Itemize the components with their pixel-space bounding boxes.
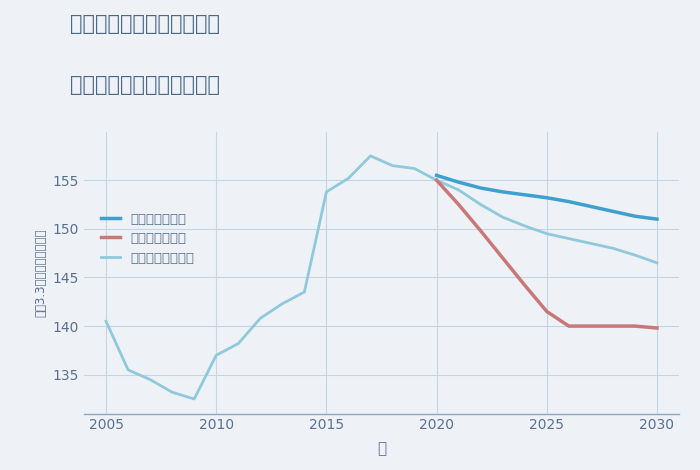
ノーマルシナリオ	[433, 177, 441, 183]
ノーマルシナリオ	[631, 252, 639, 258]
ノーマルシナリオ	[366, 153, 375, 159]
ノーマルシナリオ	[587, 241, 595, 246]
バッドシナリオ	[498, 255, 507, 261]
グッドシナリオ	[477, 185, 485, 191]
ノーマルシナリオ	[168, 389, 176, 395]
バッドシナリオ	[653, 325, 662, 331]
Line: ノーマルシナリオ: ノーマルシナリオ	[106, 156, 657, 399]
ノーマルシナリオ	[212, 352, 220, 358]
ノーマルシナリオ	[234, 341, 242, 346]
Line: バッドシナリオ: バッドシナリオ	[437, 180, 657, 328]
バッドシナリオ	[454, 202, 463, 207]
ノーマルシナリオ	[146, 377, 154, 383]
グッドシナリオ	[521, 192, 529, 197]
バッドシナリオ	[609, 323, 617, 329]
バッドシナリオ	[587, 323, 595, 329]
Text: 中古マンションの価格推移: 中古マンションの価格推移	[70, 75, 220, 95]
ノーマルシナリオ	[410, 166, 419, 172]
ノーマルシナリオ	[653, 260, 662, 266]
ノーマルシナリオ	[300, 289, 309, 295]
グッドシナリオ	[631, 213, 639, 219]
ノーマルシナリオ	[389, 163, 397, 168]
グッドシナリオ	[653, 216, 662, 222]
ノーマルシナリオ	[278, 301, 286, 306]
ノーマルシナリオ	[102, 318, 110, 324]
グッドシナリオ	[587, 204, 595, 209]
Text: 兵庫県西宮市今津二葉町の: 兵庫県西宮市今津二葉町の	[70, 14, 220, 34]
ノーマルシナリオ	[454, 187, 463, 193]
X-axis label: 年: 年	[377, 441, 386, 456]
Y-axis label: 坪（3.3㎡）単価（万円）: 坪（3.3㎡）単価（万円）	[34, 228, 47, 317]
グッドシナリオ	[609, 209, 617, 214]
ノーマルシナリオ	[542, 231, 551, 236]
バッドシナリオ	[433, 177, 441, 183]
ノーマルシナリオ	[190, 396, 198, 402]
グッドシナリオ	[542, 195, 551, 201]
ノーマルシナリオ	[124, 367, 132, 373]
ノーマルシナリオ	[498, 214, 507, 220]
Legend: グッドシナリオ, バッドシナリオ, ノーマルシナリオ: グッドシナリオ, バッドシナリオ, ノーマルシナリオ	[97, 209, 199, 269]
ノーマルシナリオ	[609, 245, 617, 251]
ノーマルシナリオ	[322, 189, 330, 195]
ノーマルシナリオ	[565, 236, 573, 242]
バッドシナリオ	[521, 282, 529, 288]
ノーマルシナリオ	[521, 223, 529, 229]
グッドシナリオ	[565, 199, 573, 204]
バッドシナリオ	[542, 309, 551, 314]
グッドシナリオ	[433, 172, 441, 178]
グッドシナリオ	[498, 189, 507, 195]
ノーマルシナリオ	[344, 175, 353, 181]
ノーマルシナリオ	[477, 202, 485, 207]
ノーマルシナリオ	[256, 315, 265, 321]
グッドシナリオ	[454, 180, 463, 185]
Line: グッドシナリオ: グッドシナリオ	[437, 175, 657, 219]
バッドシナリオ	[565, 323, 573, 329]
バッドシナリオ	[477, 228, 485, 234]
バッドシナリオ	[631, 323, 639, 329]
